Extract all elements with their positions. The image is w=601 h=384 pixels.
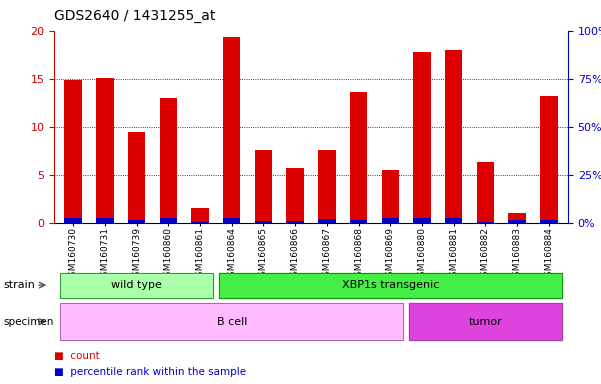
Text: strain: strain [3, 280, 35, 290]
Text: wild type: wild type [111, 280, 162, 290]
Bar [413, 218, 431, 223]
Bar [540, 96, 558, 223]
Bar [540, 220, 558, 223]
Bar [445, 50, 463, 223]
Bar [64, 80, 82, 223]
Bar [96, 78, 114, 223]
Bar [159, 98, 177, 223]
Bar [159, 218, 177, 223]
Text: B cell: B cell [216, 316, 247, 327]
Bar [64, 218, 82, 223]
Text: tumor: tumor [469, 316, 502, 327]
Bar [128, 220, 145, 223]
Bar [350, 220, 367, 223]
Bar [445, 218, 463, 223]
Text: GDS2640 / 1431255_at: GDS2640 / 1431255_at [54, 9, 216, 23]
Bar [477, 222, 494, 223]
Bar [318, 219, 335, 223]
Bar [255, 220, 272, 223]
Bar [413, 52, 431, 223]
Bar [287, 220, 304, 223]
Bar [191, 222, 209, 223]
Bar [382, 170, 399, 223]
Bar [382, 218, 399, 223]
Bar [128, 132, 145, 223]
Bar [255, 150, 272, 223]
Bar [191, 208, 209, 223]
Bar [287, 168, 304, 223]
Bar [223, 38, 240, 223]
Bar [350, 92, 367, 223]
Bar [477, 162, 494, 223]
Bar [223, 218, 240, 223]
Text: specimen: specimen [3, 316, 53, 327]
Bar [96, 218, 114, 223]
Text: XBP1s transgenic: XBP1s transgenic [341, 280, 439, 290]
Bar [508, 220, 526, 223]
Bar [508, 213, 526, 223]
Text: ■  percentile rank within the sample: ■ percentile rank within the sample [54, 367, 246, 377]
Bar [318, 150, 335, 223]
Text: ■  count: ■ count [54, 351, 100, 361]
